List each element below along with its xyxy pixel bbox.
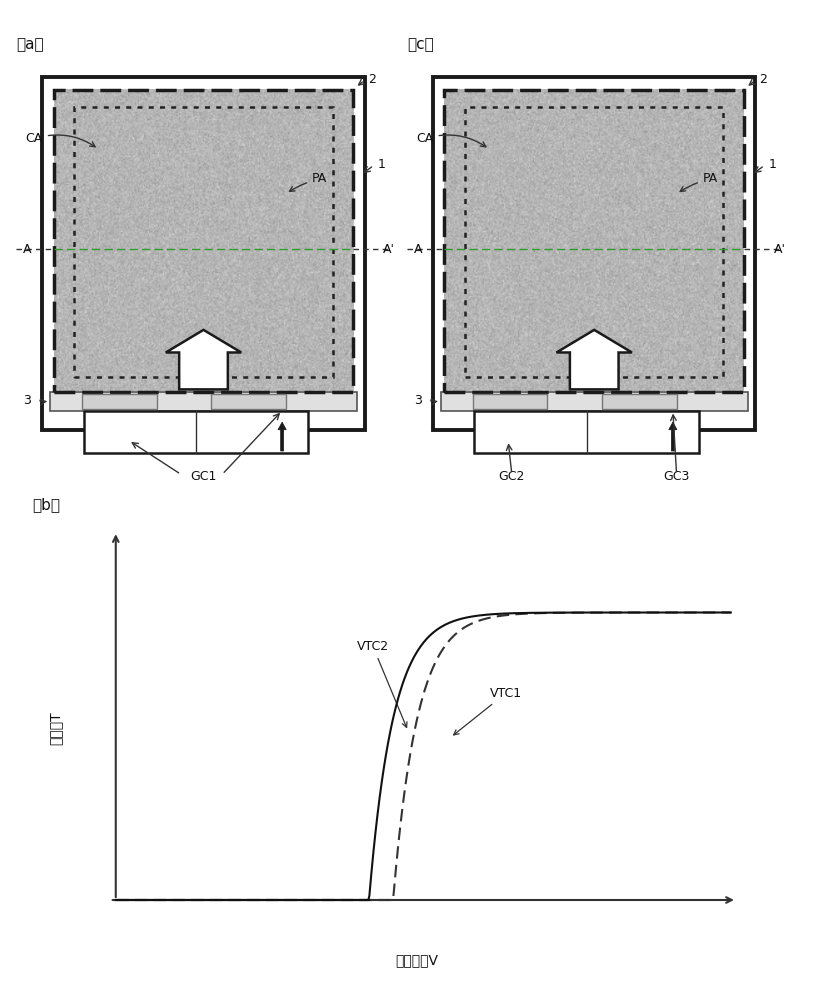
Bar [211,394,286,408]
FancyArrow shape [557,330,632,389]
Bar [440,391,748,411]
Text: 3: 3 [414,393,422,406]
Text: 透射率T: 透射率T [49,711,63,745]
FancyArrow shape [278,422,287,451]
Text: CA: CA [26,132,95,147]
Bar [465,107,724,377]
Text: A': A' [383,243,396,256]
Text: GC3: GC3 [663,470,689,483]
FancyArrow shape [669,422,677,451]
Text: A: A [23,243,31,256]
Text: 2: 2 [368,73,376,86]
Text: 2: 2 [759,73,767,86]
Text: VTC1: VTC1 [453,687,522,735]
Text: 3: 3 [24,393,31,406]
Text: PA: PA [681,172,718,191]
Text: A: A [414,243,422,256]
Bar [475,411,699,453]
Text: 施加电压V: 施加电压V [396,953,439,967]
Text: CA: CA [416,132,486,147]
Bar [54,90,353,391]
FancyArrow shape [166,330,241,389]
Text: A': A' [774,243,786,256]
Text: 1: 1 [768,158,777,171]
Text: VTC2: VTC2 [357,640,407,727]
Bar [74,107,333,377]
Text: 1: 1 [378,158,386,171]
Bar [444,90,744,391]
Bar [42,77,365,430]
Text: GC2: GC2 [499,470,525,483]
Bar [602,394,676,408]
Text: GC1: GC1 [190,470,217,483]
Text: （b）: （b） [33,497,60,512]
Bar [472,394,547,408]
Bar [81,394,157,408]
Bar [433,77,755,430]
Bar [84,411,309,453]
Text: （c）: （c） [407,37,434,52]
Text: （a）: （a） [16,37,44,52]
Text: PA: PA [290,172,327,191]
Bar [50,391,357,411]
